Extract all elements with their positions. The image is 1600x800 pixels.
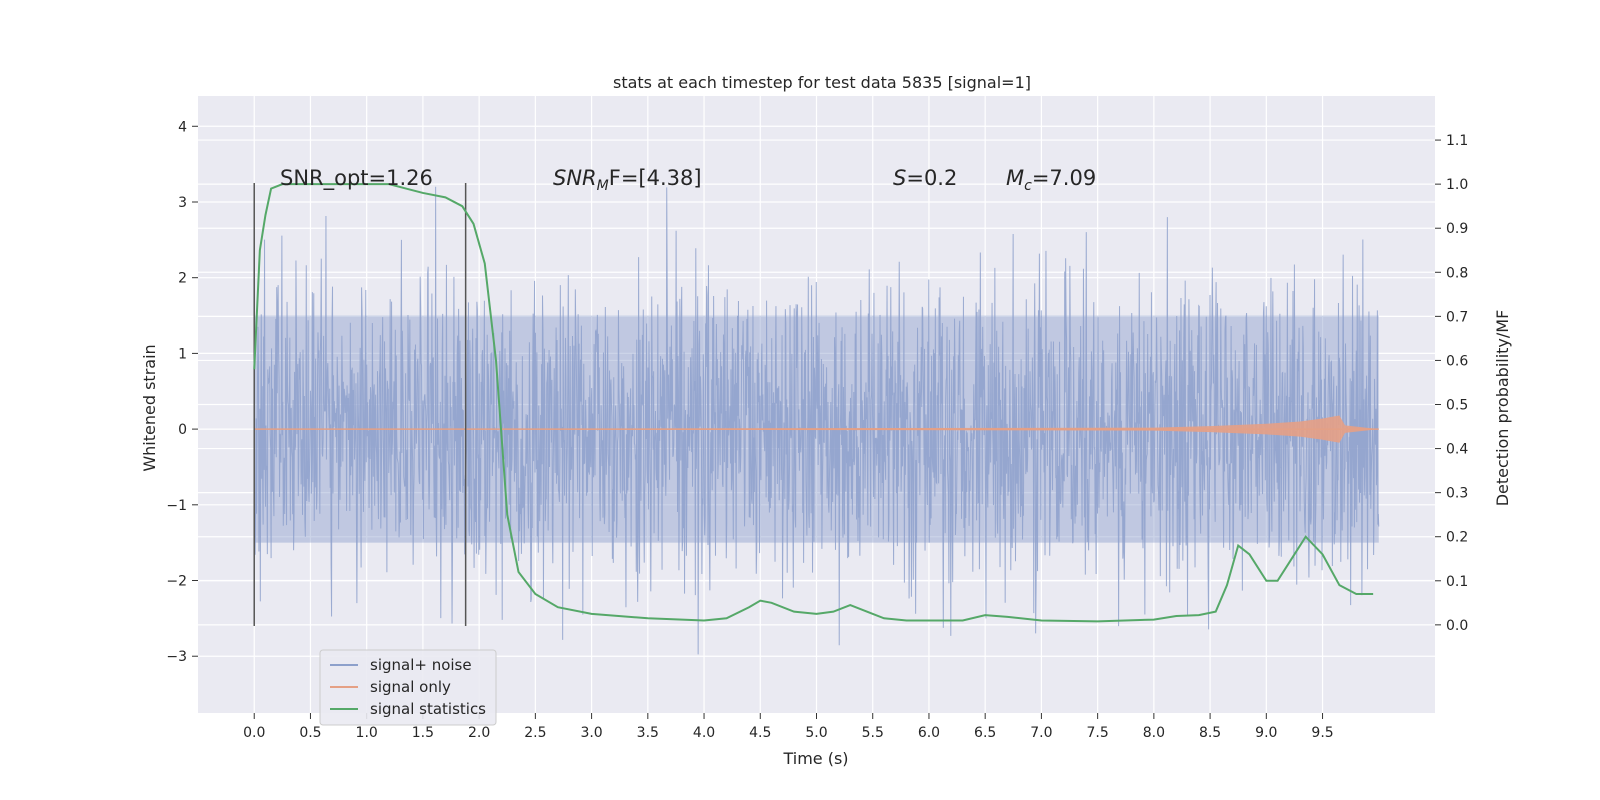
y-left-tick-label: 3 — [178, 195, 187, 211]
x-tick-label: 1.0 — [356, 725, 378, 741]
annotation-snr-opt: SNR_opt=1.26 — [280, 166, 433, 191]
legend-label-signal-only: signal only — [370, 678, 451, 696]
y-right-tick-label: 0.1 — [1446, 574, 1468, 590]
x-tick-label: 9.5 — [1311, 725, 1333, 741]
x-tick-label: 0.0 — [243, 725, 265, 741]
annotation-s-label: S — [893, 166, 906, 190]
x-tick-label: 3.0 — [580, 725, 602, 741]
signal-noise-trace — [253, 186, 1380, 655]
y-right-tick-label: 0.7 — [1446, 309, 1468, 325]
y-left-tick-label: 2 — [178, 271, 187, 287]
y-right-tick-label: 0.9 — [1446, 221, 1468, 237]
y-right-axis-ticks: 0.0 0.1 0.2 0.3 0.4 0.5 0.6 0.7 0.8 0.9 1.0 1.1 — [1435, 133, 1468, 634]
y-right-axis-label: Detection probability/MF — [1493, 310, 1512, 507]
marker-lines — [253, 183, 467, 626]
x-tick-label: 2.5 — [524, 725, 546, 741]
x-tick-label: 4.0 — [693, 725, 715, 741]
legend-label-signal-noise: signal+ noise — [370, 656, 472, 674]
annotation-snr-mf-rest: F=[4.38] — [609, 166, 702, 190]
annotation-s-value: =0.2 — [906, 166, 957, 190]
y-left-tick-label: −1 — [166, 498, 187, 514]
grid-y-right — [198, 139, 1435, 626]
y-right-tick-label: 0.5 — [1446, 398, 1468, 414]
y-left-tick-label: −2 — [166, 574, 187, 590]
y-right-tick-label: 1.0 — [1446, 177, 1468, 193]
annotation-snr-mf-sub: M — [597, 178, 609, 194]
x-axis-label: Time (s) — [782, 749, 848, 768]
x-tick-label: 6.0 — [918, 725, 940, 741]
y-right-tick-label: 0.6 — [1446, 353, 1468, 369]
y-left-tick-label: 1 — [178, 346, 187, 362]
y-left-axis-ticks: −3 −2 −1 0 1 2 3 4 — [166, 119, 198, 665]
legend: signal+ noise signal only signal statist… — [319, 649, 497, 726]
annotation-snr-mf-base: SNR — [553, 166, 597, 190]
x-tick-label: 3.5 — [637, 725, 659, 741]
x-tick-label: 5.5 — [862, 725, 884, 741]
annotation-snr-mf: SNRMF=[4.38] — [553, 166, 702, 194]
y-right-tick-label: 0.3 — [1446, 486, 1468, 502]
y-left-tick-label: 0 — [178, 422, 187, 438]
x-tick-label: 8.5 — [1199, 725, 1221, 741]
y-right-tick-label: 0.2 — [1446, 530, 1468, 546]
y-right-tick-label: 0.4 — [1446, 442, 1468, 458]
annotation-s: S=0.2 — [893, 166, 957, 190]
legend-label-signal-statistics: signal statistics — [370, 700, 486, 718]
x-tick-label: 4.5 — [749, 725, 771, 741]
series-signal-only — [254, 415, 1379, 443]
y-left-axis-label: Whitened strain — [140, 344, 159, 471]
annotation-mc-sub: c — [1024, 178, 1032, 194]
x-tick-label: 7.0 — [1030, 725, 1052, 741]
chart-title: stats at each timestep for test data 583… — [613, 73, 1031, 92]
annotation-mc: Mc=7.09 — [1006, 166, 1096, 194]
x-tick-label: 0.5 — [299, 725, 321, 741]
x-tick-label: 8.0 — [1143, 725, 1165, 741]
x-tick-label: 2.0 — [468, 725, 490, 741]
y-right-tick-label: 0.0 — [1446, 618, 1468, 634]
y-right-tick-label: 0.8 — [1446, 265, 1468, 281]
annotation-mc-value: =7.09 — [1032, 166, 1096, 190]
annotation-mc-base: M — [1006, 166, 1024, 190]
x-tick-label: 9.0 — [1255, 725, 1277, 741]
x-tick-label: 7.5 — [1087, 725, 1109, 741]
x-tick-label: 1.5 — [412, 725, 434, 741]
x-tick-label: 5.0 — [805, 725, 827, 741]
x-tick-label: 6.5 — [974, 725, 996, 741]
y-left-tick-label: −3 — [166, 649, 187, 665]
y-left-tick-label: 4 — [178, 119, 187, 135]
legend-box — [319, 649, 497, 726]
y-right-tick-label: 1.1 — [1446, 133, 1468, 149]
series-signal-statistics-line — [253, 183, 1374, 623]
x-axis-ticks: 0.0 0.5 1.0 1.5 2.0 2.5 3.0 3.5 4.0 4.5 5.0 5.5 6.0 6… — [243, 713, 1334, 741]
